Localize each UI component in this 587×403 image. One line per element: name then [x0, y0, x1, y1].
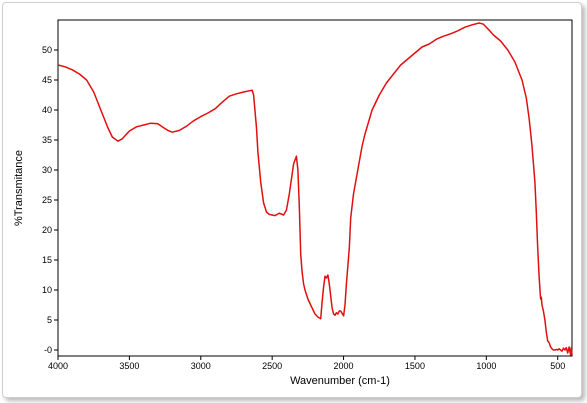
x-tick-label: 4000: [48, 361, 68, 371]
y-tick-label: 50: [42, 45, 52, 55]
y-tick-label: 30: [42, 165, 52, 175]
y-tick-label: 5: [47, 315, 52, 325]
y-tick-label: 35: [42, 135, 52, 145]
x-tick-label: 2500: [262, 361, 282, 371]
x-tick-label: 2000: [334, 361, 354, 371]
plot-area: [57, 19, 573, 357]
y-tick-label: 40: [42, 105, 52, 115]
y-tick-label: 15: [42, 255, 52, 265]
x-tick-label: 500: [550, 361, 565, 371]
y-axis: -0 5 10 15 20 25 30 35 40 45 50: [42, 45, 58, 355]
x-tick-label: 1000: [476, 361, 496, 371]
series-line-transmittance: [57, 22, 573, 356]
x-tick-label: 3000: [191, 361, 211, 371]
y-tick-label: 45: [42, 75, 52, 85]
y-tick-label: 10: [42, 285, 52, 295]
x-axis: 4000 3500 3000 2500 2000 1500 1000 500: [48, 356, 565, 371]
y-axis-title: %Transmitance: [13, 150, 25, 226]
y-tick-label: -0: [44, 345, 52, 355]
x-tick-label: 3500: [119, 361, 139, 371]
x-tick-label: 1500: [405, 361, 425, 371]
y-tick-label: 25: [42, 195, 52, 205]
x-axis-title: Wavenumber (cm-1): [290, 375, 390, 387]
y-tick-label: 20: [42, 225, 52, 235]
